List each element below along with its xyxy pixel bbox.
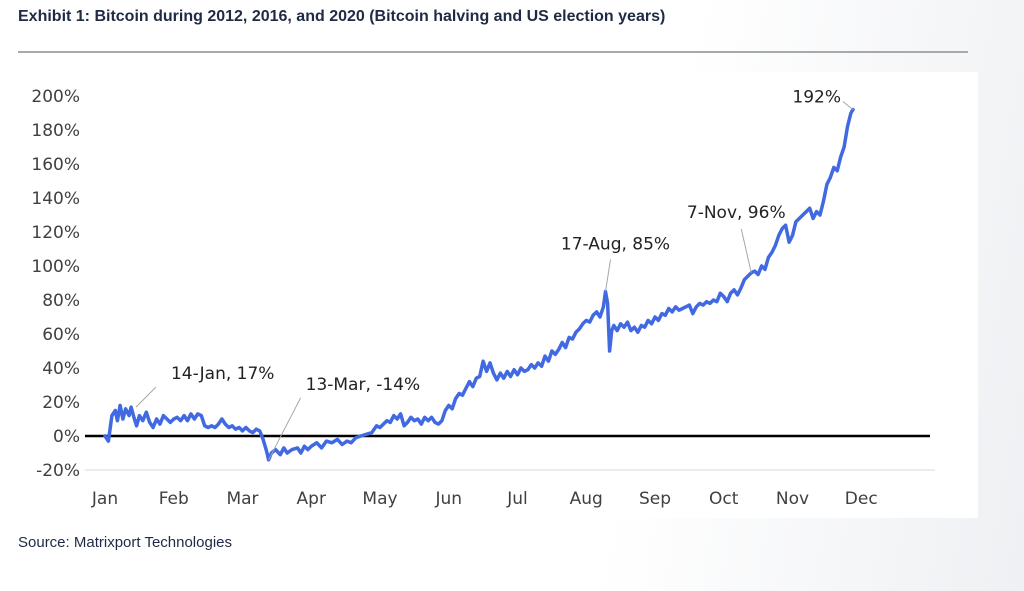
y-axis-tick-labels: -20% 0% 20% 40% 60% 80% 100% 120% 140% 160% 180% 20… [31,87,80,481]
y-tick-label: 0% [53,427,80,447]
x-tick-label: Sep [639,489,671,509]
y-tick-label: 40% [42,359,80,379]
bitcoin-return-line [103,107,855,462]
annotation-leader [605,259,611,292]
annotation-leader [135,386,157,408]
title-divider [18,51,968,53]
y-tick-label: -20% [36,461,80,481]
annotation-label: 192% [792,88,841,108]
x-tick-label: Dec [845,489,878,509]
x-axis-tick-labels: Jan Feb Mar Apr May Jun Jul Aug Sep Oct Nov Dec [91,489,878,509]
line-chart: -20% 0% 20% 40% 60% 80% 100% 120% 140% 160% 180% 20… [31,87,935,509]
x-tick-label: Nov [776,489,809,509]
annotations: 14-Jan, 17% 13-Mar, -14% 17-Aug, 85% 7-Nov,… [135,88,854,461]
y-tick-label: 200% [31,87,80,107]
annotation-label: 14-Jan, 17% [171,364,275,384]
x-tick-label: May [362,489,397,509]
y-tick-label: 120% [31,223,80,243]
x-tick-label: Apr [297,489,326,509]
y-tick-label: 140% [31,189,80,209]
annotation-leader [740,228,752,273]
y-tick-label: 80% [42,291,80,311]
annotation-label: 13-Mar, -14% [306,375,421,395]
x-tick-label: Jun [434,489,462,509]
x-tick-label: Jan [91,489,118,509]
x-tick-label: Jul [506,489,528,509]
y-tick-label: 20% [42,393,80,413]
annotation-leader [268,397,302,461]
x-tick-label: Mar [226,489,258,509]
y-tick-label: 160% [31,155,80,175]
x-tick-label: Oct [709,489,739,509]
y-tick-label: 180% [31,121,80,141]
annotation-leader [842,101,854,110]
chart-panel: -20% 0% 20% 40% 60% 80% 100% 120% 140% 160% 180% 20… [20,72,978,518]
x-tick-label: Aug [570,489,603,509]
exhibit-title: Exhibit 1: Bitcoin during 2012, 2016, an… [18,8,666,25]
x-tick-label: Feb [159,489,189,509]
annotation-label: 7-Nov, 96% [687,203,786,223]
y-tick-label: 60% [42,325,80,345]
source-note: Source: Matrixport Technologies [18,534,232,551]
y-tick-label: 100% [31,257,80,277]
annotation-label: 17-Aug, 85% [561,235,670,255]
